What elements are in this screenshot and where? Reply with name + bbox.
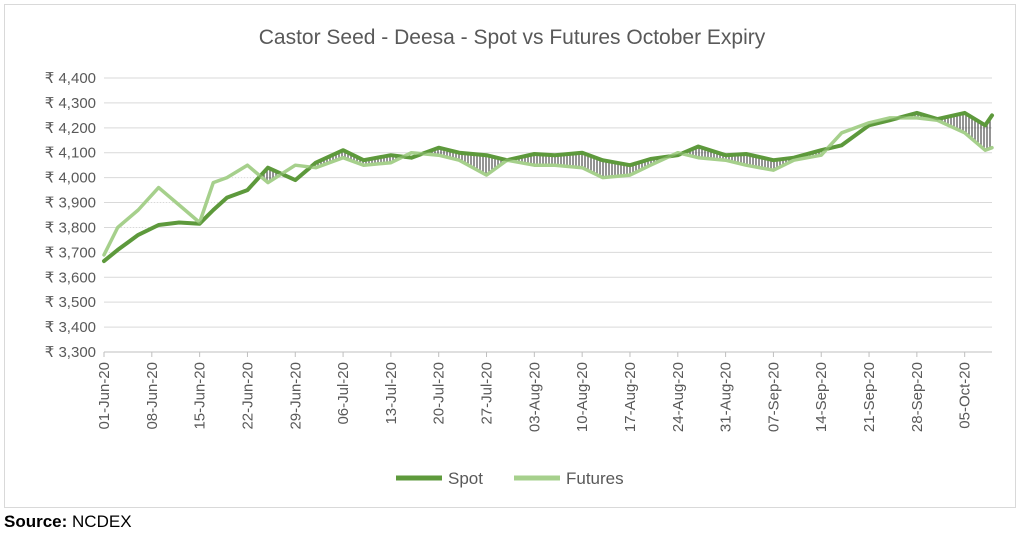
y-tick-label: ₹ 4,000 <box>45 170 96 187</box>
x-tick-label: 05-Oct-20 <box>957 362 974 429</box>
gridlines <box>104 77 992 353</box>
x-axis-tick-labels: 01-Jun-20 08-Jun-20 15-Jun-20 22-Jun-20 29-J… <box>96 352 974 432</box>
y-tick-label: ₹ 4,200 <box>45 120 96 137</box>
x-tick-label: 13-Jul-20 <box>383 362 400 425</box>
series-line-futures <box>102 116 994 257</box>
x-tick-label: 10-Aug-20 <box>574 362 591 432</box>
source-label: Source: <box>4 512 68 531</box>
y-tick-label: ₹ 3,400 <box>45 319 96 336</box>
x-tick-label: 31-Aug-20 <box>718 362 735 432</box>
x-tick-label: 17-Aug-20 <box>622 362 639 432</box>
source-value: NCDEX <box>72 512 132 531</box>
series-lines <box>102 110 994 264</box>
x-tick-label: 24-Aug-20 <box>670 362 687 432</box>
x-tick-label: 28-Sep-20 <box>909 362 926 432</box>
x-tick-label: 07-Sep-20 <box>765 362 782 432</box>
legend: Spot Futures <box>396 469 624 488</box>
source-note: Source: NCDEX <box>4 512 132 532</box>
x-tick-label: 21-Sep-20 <box>861 362 878 432</box>
y-tick-label: ₹ 3,700 <box>45 244 96 261</box>
x-tick-label: 01-Jun-20 <box>96 362 113 430</box>
y-tick-label: ₹ 3,900 <box>45 195 96 212</box>
x-tick-label: 03-Aug-20 <box>526 362 543 432</box>
y-tick-label: ₹ 3,300 <box>45 344 96 361</box>
series-line-spot-overlay <box>103 111 994 263</box>
y-tick-label: ₹ 3,600 <box>45 269 96 286</box>
x-tick-label: 15-Jun-20 <box>192 362 209 430</box>
x-tick-label: 08-Jun-20 <box>144 362 161 430</box>
x-tick-label: 22-Jun-20 <box>239 362 256 430</box>
x-tick-label: 29-Jun-20 <box>287 362 304 430</box>
chart-frame <box>4 4 1016 508</box>
x-tick-label: 06-Jul-20 <box>335 362 352 425</box>
chart: Castor Seed - Deesa - Spot vs Futures Oc… <box>45 26 994 488</box>
y-tick-label: ₹ 3,500 <box>45 294 96 311</box>
x-tick-label: 27-Jul-20 <box>479 362 496 425</box>
chart-title: Castor Seed - Deesa - Spot vs Futures Oc… <box>259 26 766 49</box>
x-tick-label: 20-Jul-20 <box>431 362 448 425</box>
y-tick-label: ₹ 4,100 <box>45 145 96 162</box>
x-tick-label: 14-Sep-20 <box>813 362 830 432</box>
legend-label-futures: Futures <box>566 469 624 488</box>
y-axis-tick-labels: ₹ 3,300 ₹ 3,400 ₹ 3,500 ₹ 3,600 ₹ 3,700 ₹ 3,8… <box>45 70 96 361</box>
legend-label-spot: Spot <box>448 469 483 488</box>
y-tick-label: ₹ 4,400 <box>45 70 96 87</box>
y-tick-label: ₹ 3,800 <box>45 219 96 236</box>
y-tick-label: ₹ 4,300 <box>45 95 96 112</box>
